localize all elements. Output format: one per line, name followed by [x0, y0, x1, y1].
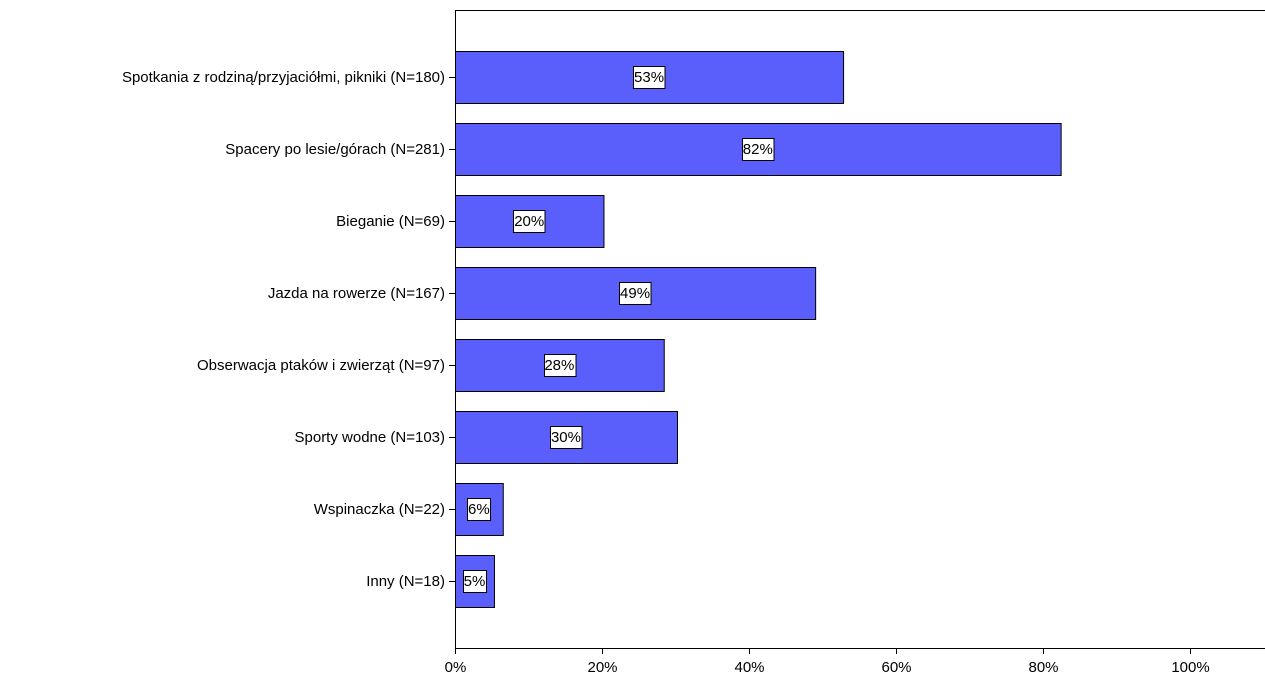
category-label: Obserwacja ptaków i zwierząt (N=97) — [197, 357, 445, 374]
data-label-box — [544, 354, 577, 377]
data-label: 82% — [743, 141, 773, 158]
category-label: Sporty wodne (N=103) — [295, 429, 446, 446]
data-label-box — [513, 210, 546, 233]
data-label-box — [742, 138, 775, 161]
data-label: 20% — [514, 213, 544, 230]
x-tick-label: 40% — [734, 659, 764, 676]
category-label: Spacery po lesie/górach (N=281) — [225, 141, 445, 158]
x-tick-label: 80% — [1028, 659, 1058, 676]
x-tick-label: 60% — [881, 659, 911, 676]
data-label: 53% — [634, 69, 664, 86]
data-label: 28% — [544, 357, 574, 374]
category-label: Jazda na rowerze (N=167) — [268, 285, 445, 302]
data-label-box — [633, 66, 666, 89]
data-label-box — [619, 282, 652, 305]
x-tick-label: 100% — [1171, 659, 1209, 676]
data-label: 5% — [464, 573, 486, 590]
data-label-box — [467, 498, 491, 521]
category-label: Bieganie (N=69) — [336, 213, 445, 230]
data-label-box — [463, 570, 487, 593]
plot-area: 0% 20% 40% 60% 80% 100% Spotkania z rodziną/pr… — [122, 10, 1265, 676]
category-label: Spotkania z rodziną/przyjaciółmi, piknik… — [122, 69, 445, 86]
data-label-box — [550, 426, 583, 449]
category-label: Wspinaczka (N=22) — [314, 501, 445, 518]
category-label: Inny (N=18) — [366, 573, 445, 590]
x-tick-label: 20% — [587, 659, 617, 676]
data-label: 6% — [468, 501, 490, 518]
data-label: 30% — [551, 429, 581, 446]
data-label: 49% — [620, 285, 650, 302]
x-tick-label: 0% — [445, 659, 467, 676]
